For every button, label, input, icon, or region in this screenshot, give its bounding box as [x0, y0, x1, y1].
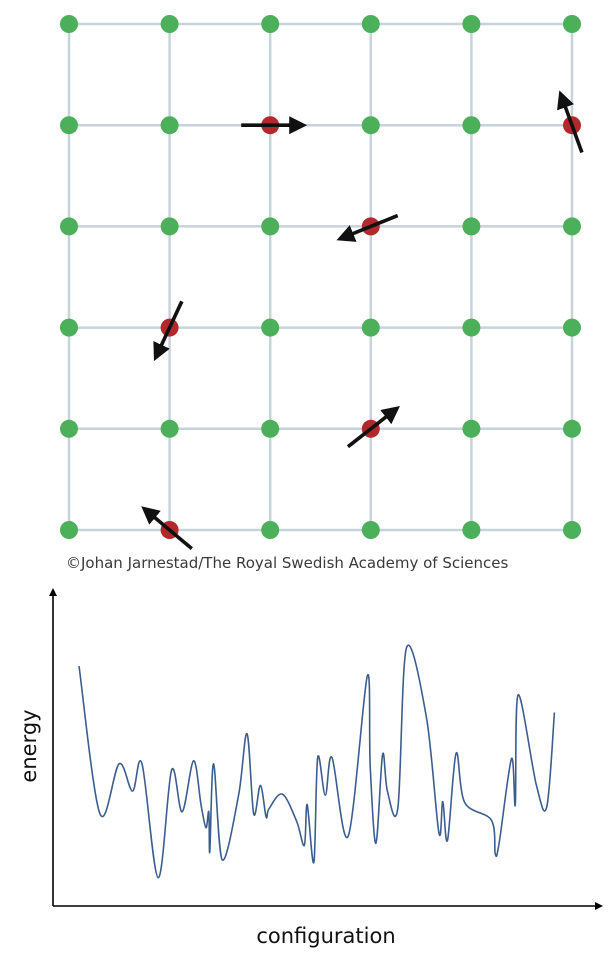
spin-lattice — [60, 15, 584, 551]
lattice-node — [563, 521, 581, 539]
lattice-nodes — [60, 15, 581, 539]
lattice-node — [60, 419, 78, 438]
lattice-node — [361, 521, 380, 539]
lattice-node — [361, 116, 380, 135]
lattice-node — [261, 318, 280, 337]
lattice-node — [361, 15, 380, 33]
lattice-node — [160, 419, 179, 438]
spin-arrow-icon — [336, 213, 399, 242]
lattice-node — [261, 15, 280, 33]
lattice-node — [60, 217, 78, 236]
lattice-node — [462, 419, 481, 438]
lattice-node — [361, 318, 380, 337]
lattice-node — [160, 217, 179, 236]
energy-curve — [78, 644, 556, 879]
lattice-node — [261, 419, 280, 438]
lattice-node — [60, 15, 78, 33]
lattice-node — [60, 116, 78, 135]
spin-arrow-icon — [557, 90, 584, 154]
spin-arrows — [141, 90, 584, 551]
lattice-node — [261, 521, 280, 539]
spin-arrow-icon — [141, 506, 193, 551]
lattice-node — [160, 116, 179, 135]
lattice-node — [160, 15, 179, 33]
lattice-node — [462, 521, 481, 539]
image-credit: ©Johan Jarnestad/The Royal Swedish Acade… — [66, 554, 509, 572]
lattice-node — [60, 521, 78, 539]
lattice-node — [462, 116, 481, 135]
lattice-node — [563, 15, 581, 33]
spin-arrow-icon — [346, 406, 400, 449]
lattice-node — [462, 318, 481, 337]
lattice-node — [462, 217, 481, 236]
lattice-node — [563, 318, 581, 337]
lattice-node — [261, 217, 280, 236]
lattice-grid-lines — [67, 22, 574, 532]
lattice-node — [563, 217, 581, 236]
x-axis-label: configuration — [256, 924, 395, 948]
lattice-node — [60, 318, 78, 337]
spin-arrow-icon — [153, 300, 184, 362]
energy-landscape-chart: configuration energy — [17, 588, 603, 948]
lattice-node — [563, 419, 581, 438]
y-axis-label: energy — [17, 709, 41, 782]
lattice-node — [462, 15, 481, 33]
